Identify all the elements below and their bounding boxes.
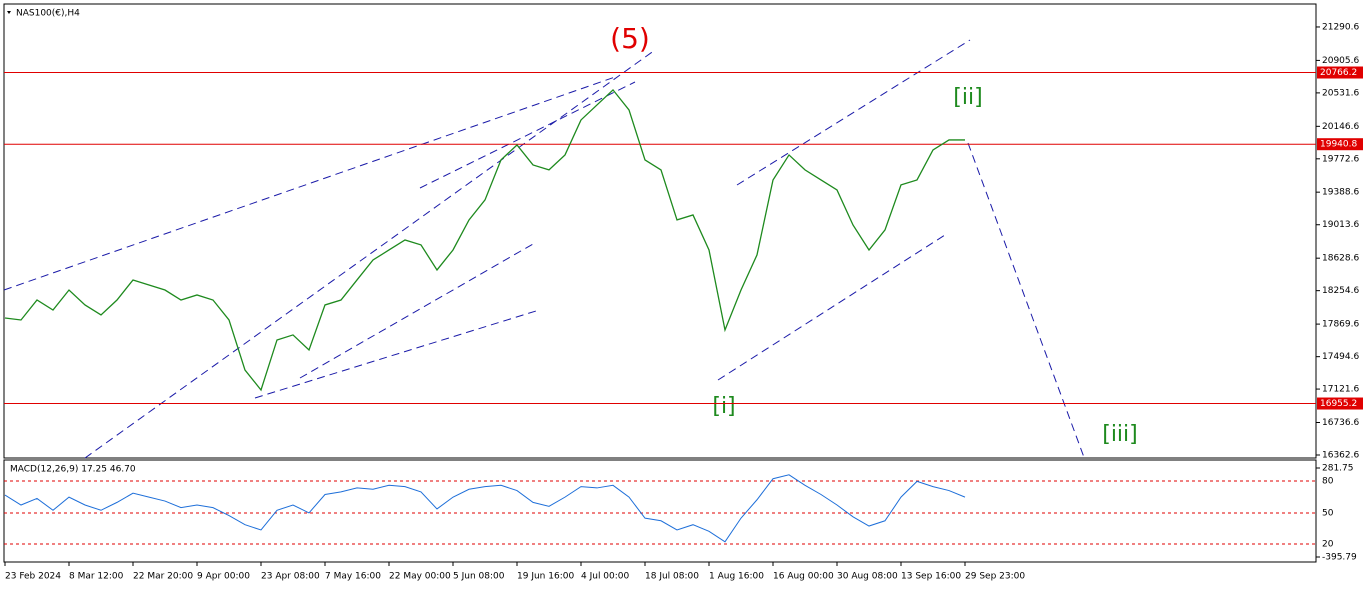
- macd-tick-label: 281.75: [1322, 464, 1354, 474]
- y-tick-label: 21290.6: [1322, 22, 1359, 32]
- y-tick-label: 16362.6: [1322, 450, 1359, 460]
- y-tick-label: 17869.6: [1322, 320, 1359, 330]
- macd-label: MACD(12,26,9) 17.25 46.70: [10, 465, 136, 475]
- trend-line: [3, 76, 616, 291]
- x-tick-label: 18 Jul 08:00: [645, 572, 699, 582]
- trend-line: [717, 234, 946, 381]
- macd-tick-label: 80: [1322, 477, 1334, 487]
- x-tick-label: 4 Jul 00:00: [581, 572, 630, 582]
- wave-label: (5): [610, 22, 650, 55]
- trend-line: [299, 243, 534, 379]
- macd-tick-label: 20: [1322, 540, 1334, 550]
- y-tick-label: 19388.6: [1322, 188, 1359, 198]
- x-tick-label: 13 Sep 16:00: [901, 572, 961, 582]
- macd-line: [4, 474, 966, 543]
- x-tick-label: 22 May 00:00: [389, 572, 451, 582]
- price-panel: [3, 3, 1317, 459]
- x-tick-label: 19 Jun 16:00: [517, 572, 574, 582]
- level-tag: [1317, 66, 1363, 79]
- y-tick-label: 19772.6: [1322, 154, 1359, 164]
- x-tick-label: 30 Aug 08:00: [837, 572, 898, 582]
- macd-tick-label: 50: [1322, 509, 1334, 519]
- level-tag: [1317, 397, 1363, 410]
- y-tick-label: 18254.6: [1322, 286, 1359, 296]
- wave-label: [i]: [712, 394, 735, 419]
- level-tag: [1317, 138, 1363, 151]
- chart-title: NAS100(€),H4: [16, 9, 80, 19]
- level-label: 20766.2: [1320, 68, 1357, 78]
- y-tick-label: 17121.6: [1322, 385, 1359, 395]
- trend-line: [254, 310, 537, 399]
- y-tick-label: 19013.6: [1322, 220, 1359, 230]
- y-tick-label: 18628.6: [1322, 254, 1359, 264]
- trend-line: [736, 39, 971, 186]
- level-label: 19940.8: [1320, 140, 1357, 150]
- x-tick-label: 29 Sep 23:00: [965, 572, 1025, 582]
- y-tick-label: 16736.6: [1322, 418, 1359, 428]
- x-tick-label: 7 May 16:00: [325, 572, 381, 582]
- projection-line: [967, 142, 1086, 461]
- y-tick-label: 20531.6: [1322, 88, 1359, 98]
- trend-line: [419, 81, 636, 189]
- macd-panel: [3, 459, 1317, 563]
- level-label: 16955.2: [1320, 399, 1357, 409]
- y-tick-label: 17494.6: [1322, 352, 1359, 362]
- x-tick-label: 8 Mar 12:00: [69, 572, 124, 582]
- price-line: [4, 88, 965, 392]
- x-tick-label: 23 Apr 08:00: [261, 572, 320, 582]
- x-tick-label: 23 Feb 2024: [5, 572, 61, 582]
- y-tick-label: 20146.6: [1322, 122, 1359, 132]
- wave-label: [iii]: [1102, 422, 1138, 447]
- x-tick-label: 22 Mar 20:00: [133, 572, 193, 582]
- x-tick-label: 16 Aug 00:00: [773, 572, 834, 582]
- trend-lines: [3, 39, 1086, 461]
- title-arrow: [7, 11, 11, 14]
- macd-tick-label: -395.79: [1322, 553, 1357, 563]
- wave-label: [ii]: [953, 85, 982, 110]
- x-tick-label: 9 Apr 00:00: [197, 572, 250, 582]
- y-tick-label: 20905.6: [1322, 56, 1359, 66]
- x-tick-label: 5 Jun 08:00: [453, 572, 505, 582]
- x-tick-label: 1 Aug 16:00: [709, 572, 764, 582]
